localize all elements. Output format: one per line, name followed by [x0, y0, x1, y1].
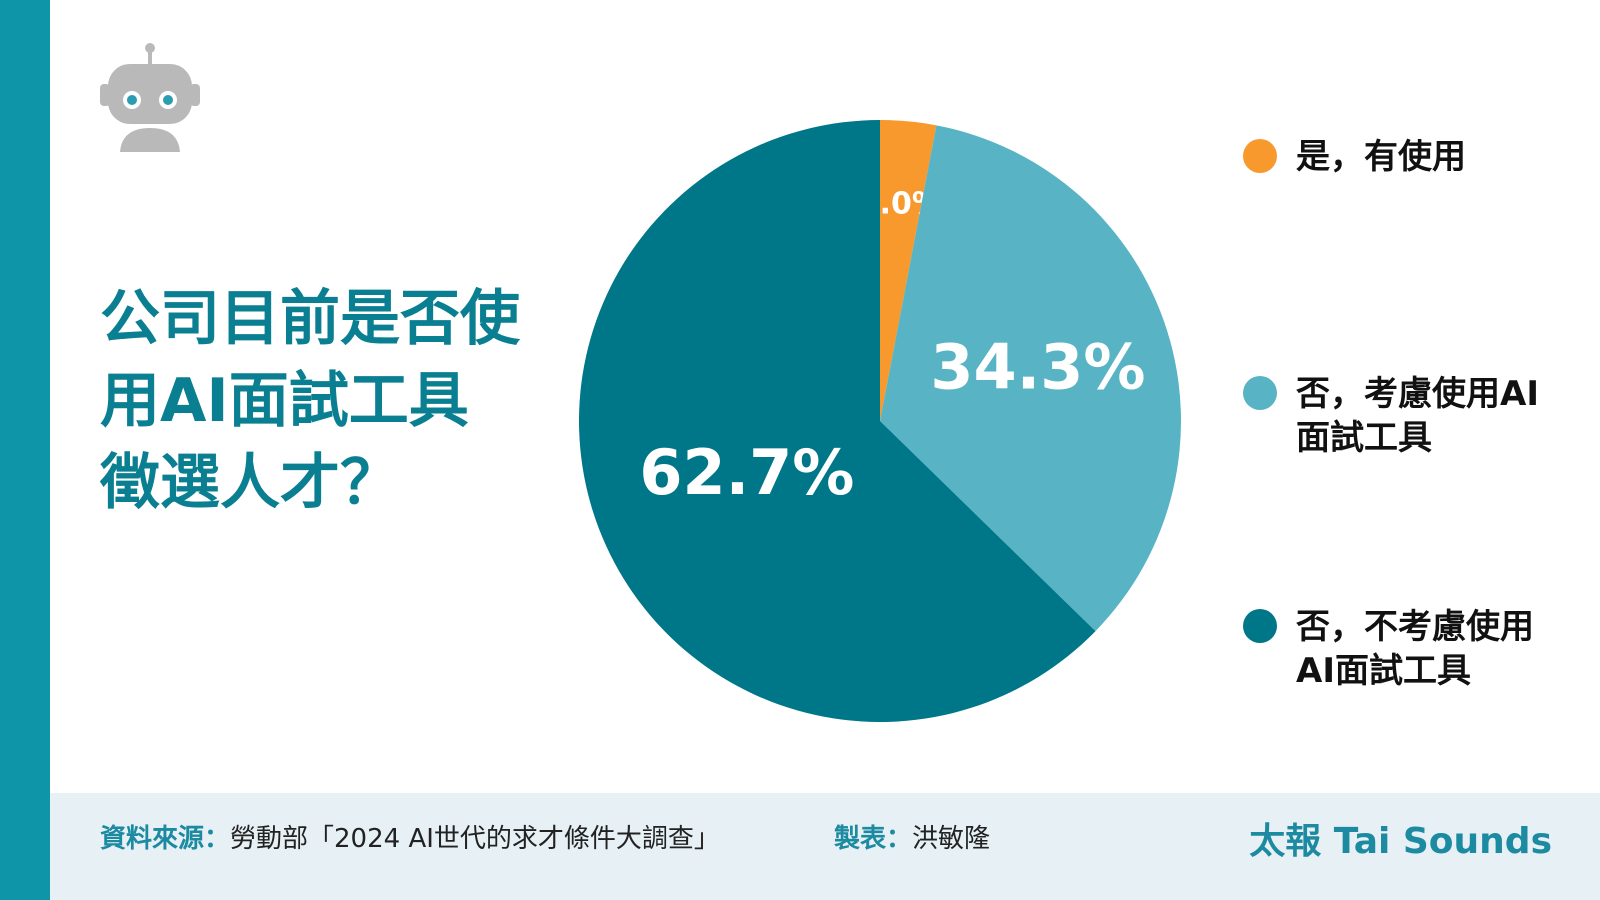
legend-label: 是，有使用 [1296, 137, 1466, 177]
legend-marker [1243, 376, 1277, 410]
robot-icon [100, 43, 200, 152]
legend-marker [1243, 609, 1277, 643]
legend-label: 否，不考慮使用AI面試工具 [1296, 607, 1534, 691]
source-text: 勞動部「2024 AI世代的求才條件大調查」 [230, 824, 720, 854]
side-bar [0, 0, 50, 900]
credit-text: 洪敏隆 [912, 824, 991, 854]
legend-marker [1243, 139, 1277, 173]
footer [50, 793, 1600, 900]
value-label: 34.3% [930, 330, 1145, 403]
legend-label: 否，考慮使用AI面試工具 [1296, 374, 1539, 458]
pie-slice [578, 120, 1096, 722]
source: 資料來源：勞動部「2024 AI世代的求才條件大調查」 [100, 818, 720, 855]
credit-label: 製表： [834, 824, 913, 854]
pie-slice [880, 125, 1181, 632]
pie-slice [880, 120, 937, 421]
chart-title: 公司目前是否使用AI面試工具徵選人才？ [100, 284, 520, 518]
source-label: 資料來源： [100, 824, 231, 854]
value-label: 62.7% [639, 436, 854, 509]
brand: 太報 Tai Sounds [1249, 821, 1552, 862]
credit: 製表：洪敏隆 [834, 818, 990, 855]
